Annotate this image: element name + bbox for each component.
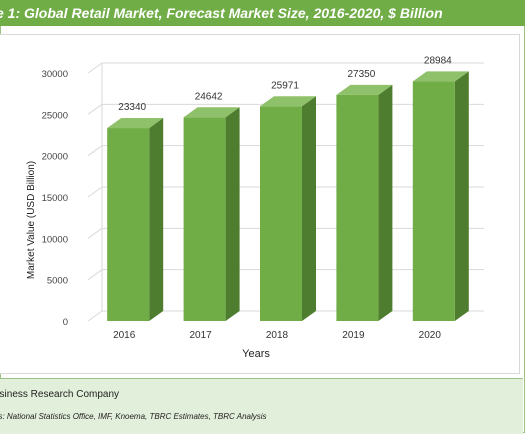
chart-bars: 23340 24642 25971 27350 28984 [107,55,469,322]
bar [336,94,379,321]
grid-diag [87,186,103,198]
grid-diag [87,227,103,239]
footer-sources-note: es: National Statistics Office, IMF, Kno… [0,412,267,421]
bar-side [454,71,469,322]
bar-side [149,118,164,321]
x-tick-label: 2019 [342,330,365,341]
grid-diag [87,269,103,281]
bar-side [302,96,316,321]
grid-diag [87,310,103,322]
x-tick-label: 2017 [189,330,212,341]
data-label: 24642 [195,91,223,102]
figure-footer: usiness Research Company es: National St… [0,378,523,434]
grid-diag [87,62,103,74]
y-tick-label: 30000 [42,69,68,80]
x-tick-label: 2018 [266,330,289,341]
bar-top [336,84,393,95]
y-tick-label: 10000 [42,234,68,245]
chart-area: 0 5000 10000 15000 20000 25000 30000 23340 2464… [0,34,520,374]
bar [183,117,226,321]
footer-source: usiness Research Company [0,389,120,400]
y-axis-label: Market Value (USD Billion) [26,161,37,279]
data-label: 28984 [424,55,452,66]
data-label: 25971 [271,80,299,91]
x-tick-label: 2020 [419,330,442,341]
y-tick-label: 5000 [47,276,68,287]
grid-diag [87,145,103,157]
bar [107,128,150,321]
x-tick-label: 2016 [113,330,136,341]
data-label: 23340 [118,102,146,113]
y-tick-labels: 0 5000 10000 15000 20000 25000 30000 [42,69,68,328]
bar-side [225,107,240,321]
y-tick-label: 25000 [42,110,68,121]
y-tick-label: 0 [63,317,68,328]
bar [412,81,455,322]
bar-chart: 0 5000 10000 15000 20000 25000 30000 23340 2464… [26,55,484,360]
grid-diag [87,103,103,115]
x-tick-labels: 2016 2017 2018 2019 2020 [113,330,441,341]
bar-top [412,71,469,82]
bar-top [183,107,240,118]
bar-side [378,84,393,321]
figure-title: ure 1: Global Retail Market, Forecast Ma… [0,0,525,26]
y-tick-label: 20000 [42,152,68,163]
bar-top [260,96,316,107]
data-label: 27350 [347,69,375,80]
x-axis-label: Years [242,348,270,360]
bar [260,106,302,321]
bar-top [107,118,164,129]
y-tick-label: 15000 [42,193,68,204]
